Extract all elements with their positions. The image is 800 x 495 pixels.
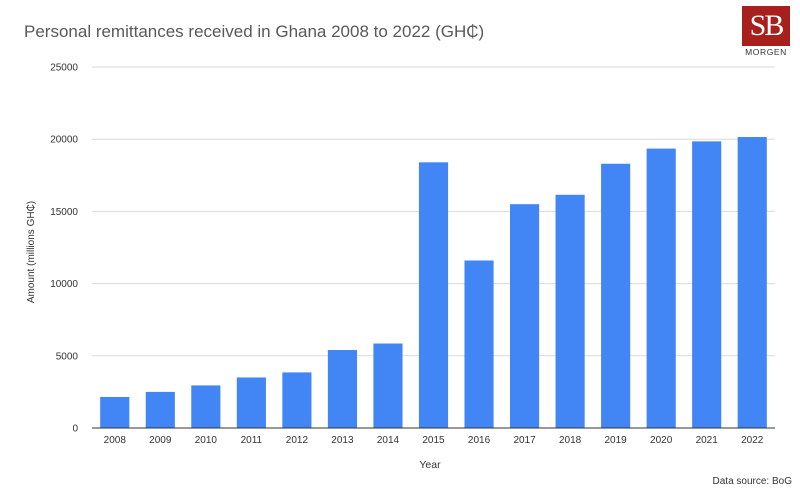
x-tick-label: 2009 — [149, 435, 172, 446]
x-tick-label: 2019 — [605, 435, 628, 446]
bars — [100, 137, 767, 429]
bar-2009 — [145, 391, 175, 428]
bar-2018 — [555, 194, 585, 428]
bar-2020 — [646, 148, 676, 428]
logo-mark: SB — [742, 6, 790, 46]
sb-morgen-logo: SB MORGEN — [742, 6, 794, 57]
x-tick-label: 2011 — [241, 435, 263, 446]
x-tick-label: 2021 — [696, 435, 719, 446]
x-axis-label: Year — [419, 459, 441, 471]
bar-2012 — [282, 372, 312, 428]
x-tick-label: 2022 — [741, 435, 764, 446]
x-tick-label: 2008 — [104, 435, 127, 446]
bar-2017 — [509, 204, 540, 428]
y-tick-label: 0 — [72, 424, 78, 435]
axes: 0 5000 10000 15000 20000 25000 2008 2009 2010 201… — [50, 63, 775, 446]
bar-2008 — [100, 396, 130, 428]
bar-2022 — [737, 137, 767, 428]
x-tick-label: 2013 — [331, 435, 354, 446]
bar-2011 — [236, 377, 266, 428]
data-source-note: Data source: BoG — [712, 476, 792, 487]
y-tick-label: 25000 — [50, 63, 78, 74]
bar-2015 — [418, 162, 449, 428]
x-tick-label: 2017 — [513, 435, 536, 446]
bar-2010 — [191, 385, 221, 428]
chart-title: Personal remittances received in Ghana 2… — [24, 22, 485, 41]
x-tick-label: 2015 — [422, 435, 445, 446]
y-tick-label: 15000 — [50, 207, 78, 218]
y-tick-label: 10000 — [50, 279, 78, 290]
x-tick-label: 2012 — [286, 435, 309, 446]
bar-2019 — [601, 163, 631, 429]
x-tick-label: 2010 — [195, 435, 218, 446]
bar-2014 — [373, 343, 403, 428]
y-tick-label: 5000 — [56, 351, 79, 362]
y-axis-label: Amount (millions GH₵) — [25, 201, 37, 303]
y-tick-label: 20000 — [50, 135, 78, 146]
x-tick-label: 2016 — [468, 435, 491, 446]
bar-2021 — [692, 141, 722, 428]
logo-text: MORGEN — [745, 47, 787, 57]
x-tick-label: 2020 — [650, 435, 673, 446]
bar-2013 — [327, 350, 358, 428]
x-tick-label: 2018 — [559, 435, 582, 446]
x-tick-label: 2014 — [377, 435, 400, 446]
bar-2016 — [464, 260, 494, 428]
